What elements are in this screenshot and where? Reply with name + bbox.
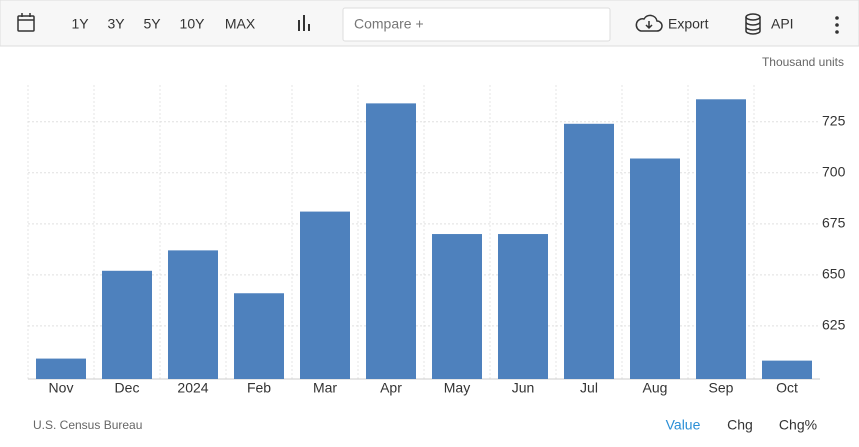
tab[interactable]: Value xyxy=(666,417,701,433)
export-button[interactable]: Export xyxy=(668,16,709,32)
bar xyxy=(102,270,152,379)
bar xyxy=(432,234,482,379)
x-tick-label: May xyxy=(444,380,470,396)
compare-placeholder[interactable]: Compare + xyxy=(354,16,424,32)
bar xyxy=(168,250,218,379)
bar xyxy=(36,358,86,379)
x-tick-label: Aug xyxy=(643,380,668,396)
api-icon[interactable] xyxy=(745,13,761,35)
y-tick-label: 625 xyxy=(822,317,846,333)
source: U.S. Census Bureau xyxy=(33,418,142,432)
x-tick-label: Sep xyxy=(709,380,734,396)
x-tick-label: Jun xyxy=(512,380,535,396)
bar xyxy=(696,99,746,380)
bar xyxy=(300,211,350,379)
bar xyxy=(234,293,284,379)
range-button[interactable]: 1Y xyxy=(71,16,89,32)
range-button[interactable]: 10Y xyxy=(180,16,206,32)
tab[interactable]: Chg% xyxy=(779,417,817,433)
x-tick-label: Apr xyxy=(380,380,402,396)
x-tick-label: Feb xyxy=(247,380,271,396)
range-button[interactable]: 3Y xyxy=(107,16,125,32)
unit-label: Thousand units xyxy=(762,55,844,69)
range-button[interactable]: 5Y xyxy=(143,16,161,32)
compare-input[interactable] xyxy=(342,7,611,42)
api-button[interactable]: API xyxy=(771,16,794,32)
x-tick-label: Mar xyxy=(313,380,337,396)
x-tick-label: Oct xyxy=(776,380,798,396)
bar xyxy=(564,123,614,380)
bar xyxy=(630,158,680,379)
x-tick-label: 2024 xyxy=(177,380,208,396)
y-tick-label: 675 xyxy=(822,215,846,231)
bar xyxy=(498,234,548,379)
y-tick-label: 700 xyxy=(822,163,846,179)
x-tick-label: Dec xyxy=(115,380,140,396)
menu-icon[interactable] xyxy=(835,16,839,34)
bar xyxy=(366,103,416,379)
y-tick-label: 725 xyxy=(822,112,846,128)
calendar-icon[interactable] xyxy=(17,13,35,32)
chart-type-icon[interactable] xyxy=(298,15,310,31)
range-button[interactable]: MAX xyxy=(225,16,256,32)
bar xyxy=(762,360,812,379)
x-tick-label: Jul xyxy=(580,380,598,396)
x-tick-label: Nov xyxy=(49,380,74,396)
y-tick-label: 650 xyxy=(822,266,846,282)
tab[interactable]: Chg xyxy=(727,417,753,433)
export-icon[interactable] xyxy=(635,14,663,32)
